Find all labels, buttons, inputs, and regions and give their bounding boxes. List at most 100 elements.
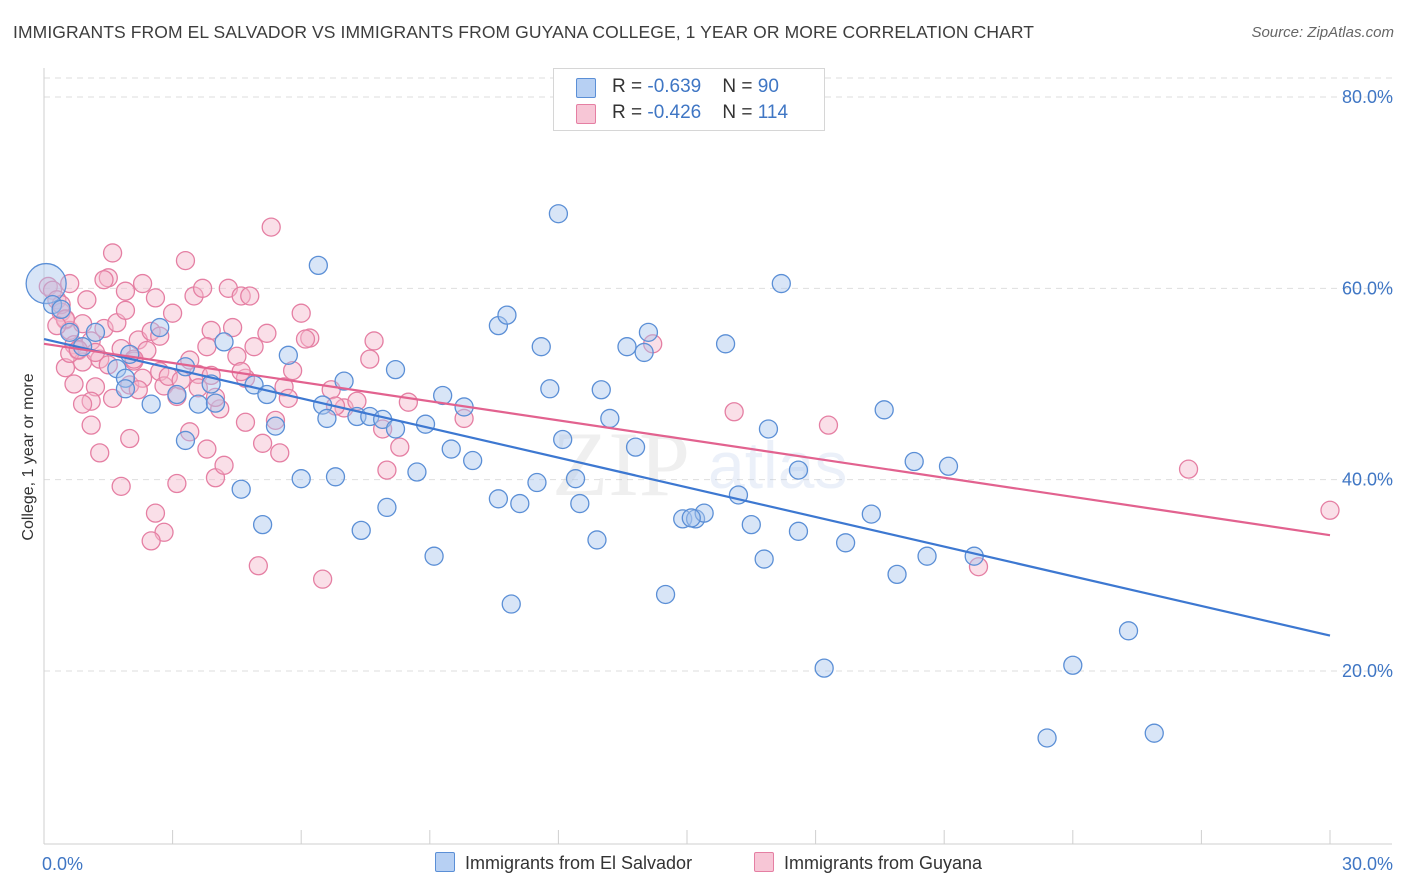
el-salvador-point — [115, 379, 136, 399]
el-salvador-point — [1144, 723, 1164, 743]
el-salvador-trend-line — [43, 337, 1331, 637]
el-salvador-point — [591, 380, 611, 400]
guyana-point — [102, 243, 123, 263]
el-salvador-point — [433, 385, 453, 406]
el-salvador-point — [1118, 621, 1139, 641]
el-salvador-point — [754, 549, 774, 569]
guyana-point — [364, 331, 384, 351]
guyana-point — [94, 270, 114, 290]
el-salvador-point — [938, 456, 959, 476]
el-salvador-point — [565, 469, 586, 489]
bottom-legend-label: Immigrants from Guyana — [784, 853, 983, 873]
el-salvador-point — [548, 204, 569, 224]
legend-n-value: 114 — [757, 102, 789, 123]
guyana-point — [162, 303, 183, 323]
legend-swatch-pink — [576, 104, 596, 124]
el-salvador-point — [617, 337, 637, 357]
guyana-point — [175, 250, 196, 271]
guyana-point — [398, 392, 419, 412]
chart-title: IMMIGRANTS FROM EL SALVADOR VS IMMIGRANT… — [13, 22, 1035, 42]
guyana-point — [64, 374, 84, 394]
el-salvador-point — [625, 437, 646, 457]
guyana-point — [132, 368, 153, 388]
el-salvador-point — [1037, 728, 1057, 748]
guyana-point — [261, 217, 281, 237]
tick-labels: 20.0% 40.0% 60.0% 80.0% 0.0% 30.0% — [42, 87, 1393, 874]
el-salvador-point — [252, 514, 273, 535]
guyana-point — [265, 410, 286, 431]
guyana-point — [214, 455, 234, 475]
guyana-point — [390, 437, 410, 457]
guyana-point — [291, 303, 311, 323]
guyana-point — [72, 394, 93, 414]
el-salvador-point — [540, 379, 560, 399]
el-salvador-point — [51, 299, 71, 320]
el-salvador-point — [167, 384, 187, 405]
legend-n-label: N = — [722, 76, 758, 97]
watermark: ZIP atlas — [552, 413, 847, 515]
guyana-point — [278, 388, 298, 409]
guyana-point — [42, 280, 63, 300]
el-salvador-point — [788, 521, 809, 541]
el-salvador-point — [205, 393, 226, 413]
el-salvador-point — [874, 400, 894, 420]
el-salvador-point — [904, 451, 924, 472]
el-salvador-point — [415, 414, 436, 434]
el-salvador-point — [788, 460, 809, 480]
el-salvador-point — [141, 394, 161, 414]
el-salvador-point — [175, 430, 196, 451]
guyana-point — [85, 377, 106, 397]
guyana-point — [240, 286, 260, 306]
bottom-legend-el-salvador: Immigrants from El Salvador — [435, 852, 692, 874]
guyana-point — [132, 273, 153, 294]
legend-r-value: -0.426 — [647, 102, 702, 123]
guyana-point — [274, 377, 294, 397]
el-salvador-point — [715, 334, 736, 354]
source-label: Source: ZipAtlas.com — [1251, 24, 1394, 41]
el-salvador-point — [835, 533, 856, 553]
guyana-point — [248, 556, 268, 576]
guyana-point — [77, 290, 97, 310]
el-salvador-point — [308, 255, 328, 276]
guyana-point — [115, 281, 136, 301]
el-salvador-point — [424, 546, 444, 566]
guyana-point — [724, 402, 744, 422]
guyana-point — [227, 346, 247, 366]
guyana-point — [818, 415, 839, 435]
y-tick-label: 80.0% — [1342, 87, 1393, 107]
guyana-point — [141, 531, 161, 551]
el-salvador-point — [351, 520, 371, 541]
guyana-point — [377, 460, 397, 480]
el-salvador-point — [527, 472, 547, 493]
watermark-atlas: atlas — [708, 428, 847, 502]
guyana-point — [81, 415, 101, 435]
guyana-point — [55, 358, 76, 378]
guyana-point — [90, 443, 110, 463]
guyana-point — [111, 476, 131, 497]
el-salvador-point — [488, 489, 509, 509]
guyana-point — [244, 337, 264, 357]
guyana-point — [145, 288, 166, 308]
el-salvador-point — [681, 508, 701, 528]
el-salvador-point — [917, 546, 937, 566]
el-salvador-point — [497, 305, 517, 325]
el-salvador-point — [634, 342, 654, 363]
legend-swatch-blue — [576, 78, 596, 98]
el-salvador-point — [325, 467, 346, 487]
bottom-legend-swatch-blue — [435, 852, 455, 872]
guyana-point — [197, 337, 217, 357]
guyana-point — [120, 428, 140, 449]
el-salvador-point — [600, 408, 620, 429]
el-salvador-point — [741, 514, 761, 535]
el-salvador-point — [655, 584, 676, 605]
el-salvador-point — [188, 394, 208, 414]
legend-n-value: 90 — [757, 76, 779, 97]
legend-r-label: R = — [612, 76, 648, 97]
y-tick-label: 20.0% — [1342, 661, 1393, 681]
el-salvador-point — [407, 462, 427, 482]
el-salvador-point — [531, 337, 551, 357]
guyana-point — [270, 443, 290, 463]
el-salvador-point — [231, 479, 251, 499]
el-salvador-point — [771, 273, 791, 294]
